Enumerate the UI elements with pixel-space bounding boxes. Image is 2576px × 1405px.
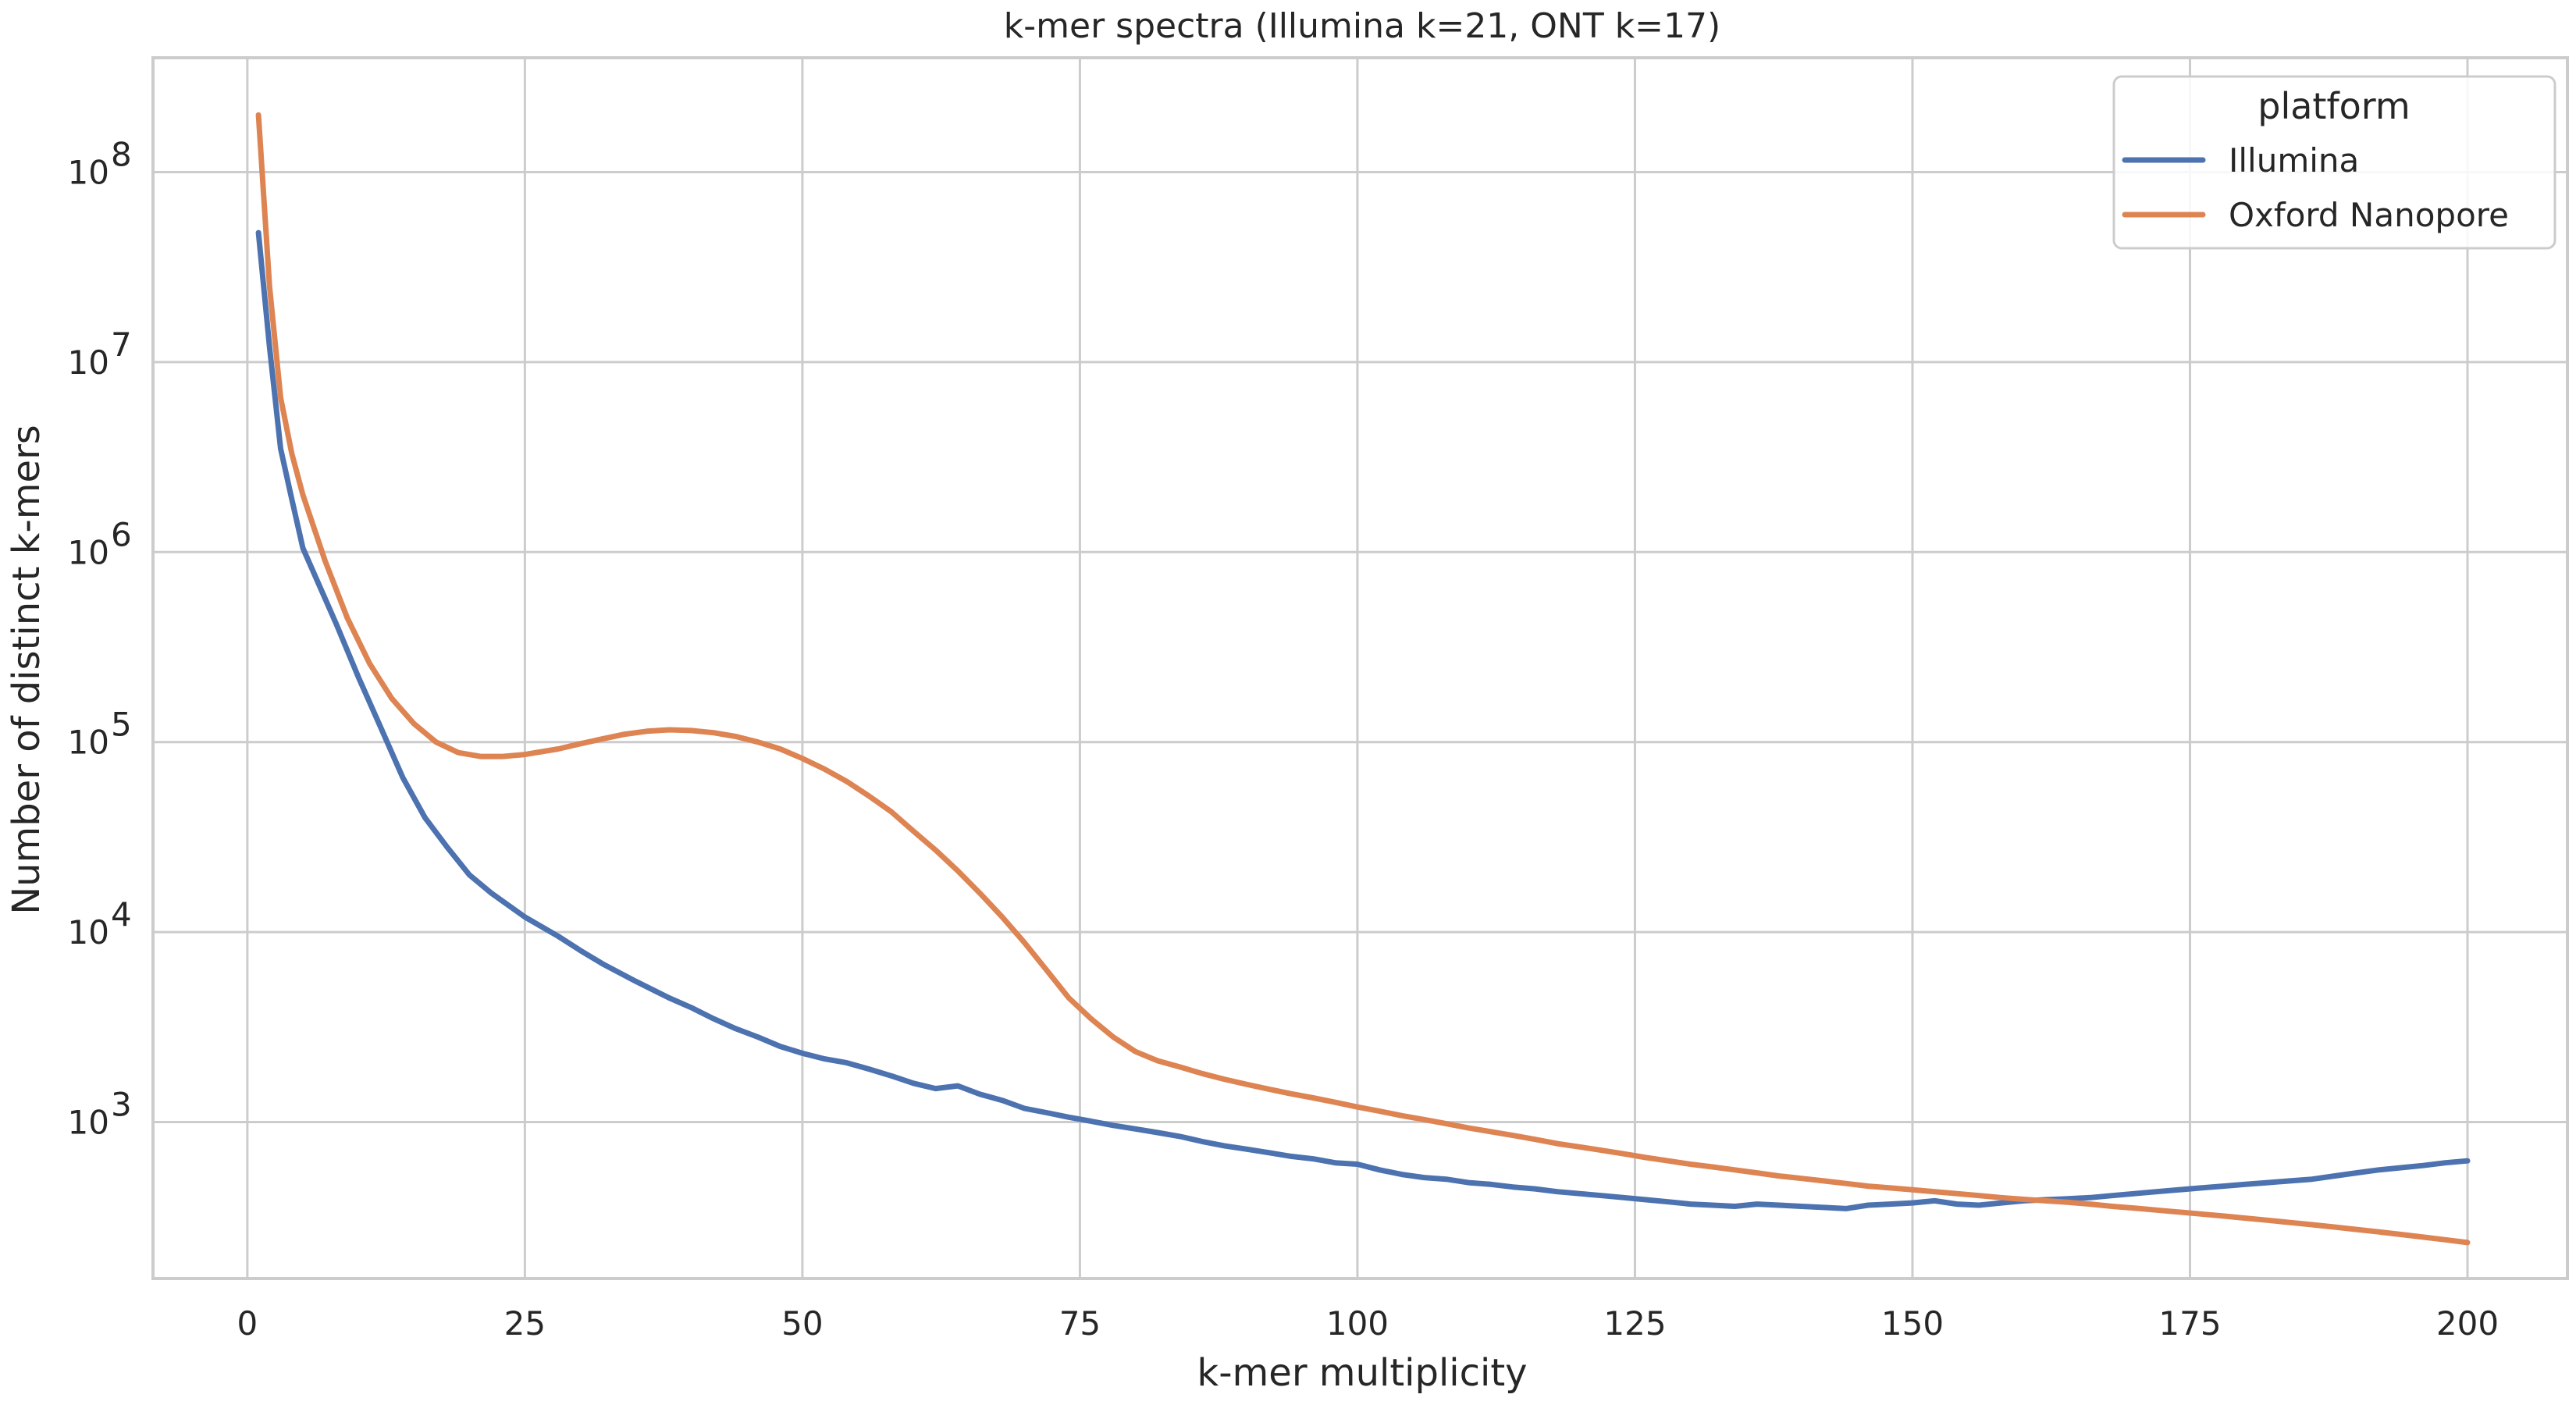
x-axis-label: k-mer multiplicity	[1197, 1351, 1527, 1395]
plot-frame	[151, 56, 2569, 1280]
y-tick-exponent: 8	[111, 136, 132, 174]
y-tick-exponent: 4	[111, 895, 132, 934]
y-tick-label: 10	[68, 1103, 109, 1141]
series-line-oxford-nanopore	[255, 112, 2471, 1246]
series-group	[255, 112, 2471, 1246]
y-axis-label: Number of distinct k-mers	[5, 425, 48, 915]
x-tick-label: 100	[1326, 1304, 1389, 1343]
series-line-illumina	[255, 229, 2471, 1211]
legend-label-illumina: Illumina	[2229, 141, 2359, 180]
y-tick-exponent: 5	[111, 706, 132, 744]
y-tick-exponent: 6	[111, 515, 132, 553]
x-tick-label: 175	[2158, 1304, 2221, 1343]
legend-title: platform	[2258, 85, 2410, 127]
x-tick-label: 0	[237, 1304, 258, 1343]
y-tick-exponent: 7	[111, 325, 132, 364]
x-tick-label: 25	[504, 1304, 546, 1343]
legend: platform Illumina Oxford Nanopore	[2112, 75, 2556, 250]
x-tick-label: 125	[1603, 1304, 1666, 1343]
x-tick-labels: 0 25 50 75 100 125 150 175 200	[237, 1304, 2500, 1343]
y-tick-label: 10	[68, 913, 109, 951]
y-tick-label: 10	[68, 154, 109, 192]
y-tick-label: 10	[68, 343, 109, 382]
chart-title: k-mer spectra (Illumina k=21, ONT k=17)	[1004, 6, 1720, 46]
grid	[153, 58, 2567, 1279]
y-tick-label: 10	[68, 724, 109, 762]
legend-label-oxford-nanopore: Oxford Nanopore	[2229, 196, 2509, 234]
x-tick-label: 150	[1881, 1304, 1944, 1343]
x-tick-label: 200	[2436, 1304, 2499, 1343]
x-tick-label: 75	[1059, 1304, 1101, 1343]
legend-box	[2112, 75, 2556, 250]
y-tick-label: 10	[68, 533, 109, 571]
y-tick-exponent: 3	[111, 1085, 132, 1123]
x-tick-label: 50	[781, 1304, 823, 1343]
